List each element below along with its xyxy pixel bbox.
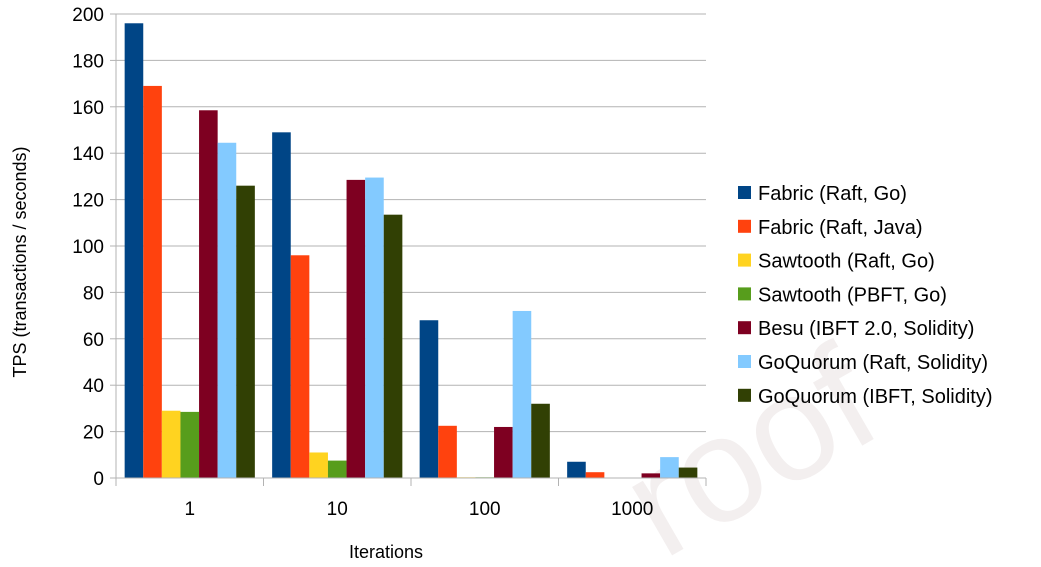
y-axis-title: TPS (transactions / seconds)	[10, 146, 30, 377]
legend-swatch	[738, 253, 751, 267]
legend-swatch	[738, 219, 751, 233]
x-tick-labels: 1 10 100 1000	[184, 499, 653, 520]
x-tick-label: 10	[327, 499, 348, 520]
bar	[199, 110, 218, 478]
legend-label: Fabric (Raft, Go)	[758, 183, 907, 205]
bar	[419, 320, 439, 478]
bar	[660, 457, 679, 478]
y-tick-label: 180	[72, 51, 104, 72]
x-tick-label: 1000	[611, 499, 653, 520]
bar	[180, 411, 200, 478]
bars	[124, 23, 698, 479]
bar	[161, 410, 181, 478]
bar	[494, 426, 513, 478]
legend: Fabric (Raft, Go) Fabric (Raft, Java) Sawt…	[738, 183, 993, 408]
bar	[567, 461, 586, 478]
y-tick-label: 140	[72, 144, 104, 165]
legend-swatch	[738, 388, 751, 402]
x-axis-title: Iterations	[349, 542, 423, 562]
bar	[346, 179, 366, 478]
bar	[438, 425, 457, 478]
bar	[309, 452, 328, 478]
axes	[115, 14, 707, 486]
y-tick-labels: 0 20 40 60 80 100 120 140 160 180 200	[72, 5, 104, 490]
legend-swatch	[738, 355, 751, 368]
legend-label: GoQuorum (IBFT, Solidity)	[758, 386, 993, 408]
legend-swatch	[738, 186, 751, 199]
y-tick-label: 0	[93, 469, 104, 490]
y-tick-label: 160	[72, 98, 104, 119]
y-tick-label: 40	[83, 376, 104, 397]
bar	[531, 403, 550, 478]
legend-label: Fabric (Raft, Java)	[758, 217, 922, 239]
bar	[365, 177, 384, 478]
legend-label: Besu (IBFT 2.0, Solidity)	[758, 318, 974, 340]
legend-label: Sawtooth (Raft, Go)	[758, 251, 935, 273]
y-tick-label: 20	[83, 423, 104, 444]
bar	[143, 85, 162, 479]
y-tick-label: 120	[72, 191, 104, 212]
bar	[585, 472, 605, 478]
legend-label: Sawtooth (PBFT, Go)	[758, 284, 947, 306]
x-tick-label: 100	[469, 499, 501, 520]
y-tick-label: 80	[83, 283, 104, 304]
legend-swatch	[738, 321, 751, 335]
legend-swatch	[738, 287, 751, 301]
bar	[236, 185, 255, 478]
y-tick-label: 60	[83, 330, 104, 351]
bar	[678, 467, 698, 478]
bar	[383, 214, 403, 478]
bar	[272, 132, 291, 478]
bar	[217, 142, 237, 478]
bar	[641, 473, 661, 478]
bar	[290, 255, 310, 478]
bar	[124, 23, 144, 479]
y-tick-label: 100	[72, 237, 104, 258]
x-tick-label: 1	[184, 499, 195, 520]
y-tick-label: 200	[72, 5, 104, 26]
bar	[327, 460, 347, 478]
bar	[512, 310, 532, 478]
legend-label: GoQuorum (Raft, Solidity)	[758, 352, 988, 374]
